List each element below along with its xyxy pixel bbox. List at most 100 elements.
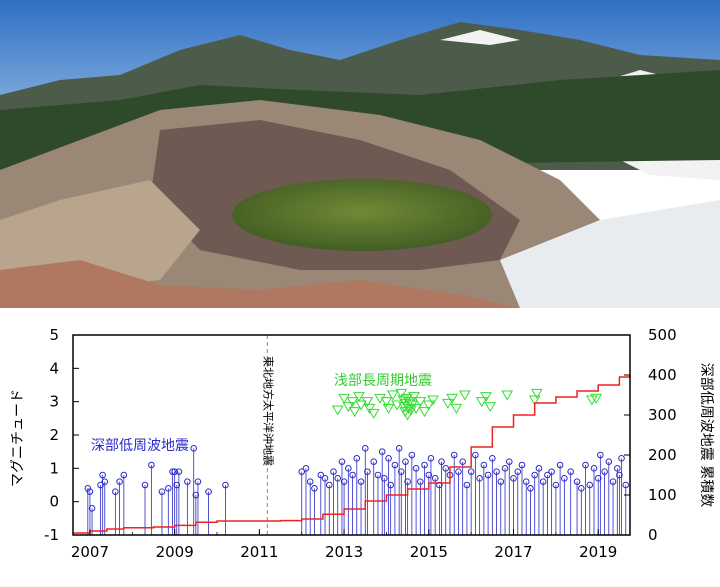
deep-event-point-20 [194,478,202,485]
shallow-event-point-25 [405,400,418,411]
shallow-event-point-34 [450,403,463,414]
y-left-tick-label-0: -1 [44,526,59,544]
snow-field-right [500,200,720,308]
shallow-event-point-32 [441,398,454,409]
deep-event-point-97 [601,468,608,475]
deep-event-point-73 [497,478,505,485]
deep-event-point-76 [510,475,517,482]
deep-event-point-34 [345,465,352,472]
deep-event-point-53 [417,478,424,485]
x-tick-label-1: 2009 [156,543,194,561]
deep-event-point-11 [158,488,166,495]
deep-event-point-16 [175,468,183,475]
shallow-event-point-7 [361,397,374,408]
deep-event-point-90 [573,478,581,485]
deep-event-point-89 [567,468,574,475]
deep-event-point-28 [321,475,329,482]
shallow-event-point-27 [410,403,422,414]
shallow-event-point-9 [367,408,380,419]
plot-frame [72,334,631,536]
deep-event-point-59 [438,458,445,465]
deep-event-point-29 [325,481,333,489]
cumulative-count-line [73,375,631,534]
deep-event-point-9 [141,481,149,489]
deep-event-point-88 [561,475,568,482]
deep-event-point-42 [378,448,386,455]
y-left-tick-label-5: 4 [49,359,59,377]
deep-event-point-32 [338,458,346,465]
deep-event-point-74 [501,465,509,472]
y-right-tick-label-1: 100 [648,486,677,504]
shallow-lp-quake-label: 浅部長周期地震 [334,373,432,389]
deep-event-point-45 [387,481,394,489]
shallow-event-point-28 [414,397,427,408]
deep-event-point-82 [535,465,543,472]
deep-event-point-72 [493,468,500,475]
shallow-event-point-4 [348,407,361,418]
deep-event-point-7 [116,478,123,485]
deep-event-point-95 [594,475,602,482]
deep-event-point-68 [476,475,483,482]
deep-event-point-102 [618,455,625,462]
shallow-event-point-30 [422,400,435,411]
deep-event-point-62 [450,451,458,459]
shallow-event-point-42 [586,395,598,406]
deep-event-point-86 [552,481,560,489]
deep-event-point-65 [463,481,471,489]
deep-event-point-41 [374,471,382,479]
seismic-chart: 2007 2009 2011 2013 2015 2017 2019 -1 0 1 2 3 4 5 0 100… [10,326,714,561]
shallow-event-point-38 [484,402,497,413]
shallow-event-point-8 [363,403,376,414]
y-left-axis-title: マグニチュード [10,389,26,487]
deep-event-point-6 [112,488,119,495]
y-right-axis-title: 深部低周波地震 累積数 [698,363,714,507]
deep-event-point-69 [480,461,488,469]
y-left-tick-label-3: 2 [49,426,59,444]
deep-event-point-98 [605,458,613,465]
deep-event-point-99 [609,478,617,485]
inner-slope [0,180,200,290]
deep-event-point-94 [590,465,598,472]
x-tick-label-6: 2019 [579,543,617,561]
deep-event-point-43 [381,475,388,482]
deep-event-point-2 [88,505,96,512]
deep-event-point-27 [317,471,325,479]
shallow-event-point-43 [590,393,602,404]
shallow-event-point-24 [405,405,417,416]
shallow-event-point-14 [391,400,403,411]
deep-event-point-22 [222,481,229,489]
deep-event-point-49 [402,458,409,465]
deep-event-point-80 [527,485,534,492]
shallow-event-point-6 [355,400,367,411]
deep-event-point-50 [404,478,411,485]
deep-event-point-67 [472,451,479,459]
shallow-event-point-0 [331,405,344,416]
shallow-event-point-2 [342,402,355,413]
deep-event-point-51 [408,451,416,459]
deep-event-point-87 [556,461,564,469]
shallow-event-point-13 [386,390,399,401]
deep-event-point-60 [442,465,450,472]
y-left-tick-label-2: 1 [49,459,59,477]
deep-event-point-77 [514,468,522,475]
deep-event-point-24 [302,465,310,472]
y-right-tick-label-2: 200 [648,446,677,464]
deep-event-point-35 [349,471,356,479]
deep-event-point-96 [597,451,604,459]
deep-event-point-64 [459,458,466,465]
deep-event-point-63 [455,468,462,475]
deep-event-point-85 [548,468,555,475]
deep-event-point-57 [431,475,439,482]
shallow-event-point-5 [353,392,365,403]
deep-event-point-47 [395,445,403,452]
deep-event-point-13 [169,468,176,475]
shallow-event-point-36 [475,397,488,408]
deep-event-point-1 [86,488,94,495]
shallow-event-point-3 [346,397,359,408]
deep-event-point-84 [544,471,551,479]
deep-event-point-81 [531,471,538,479]
deep-event-point-55 [425,471,433,479]
deep-event-point-17 [184,478,191,485]
deep-event-point-31 [334,475,342,482]
deep-event-point-93 [586,481,594,489]
